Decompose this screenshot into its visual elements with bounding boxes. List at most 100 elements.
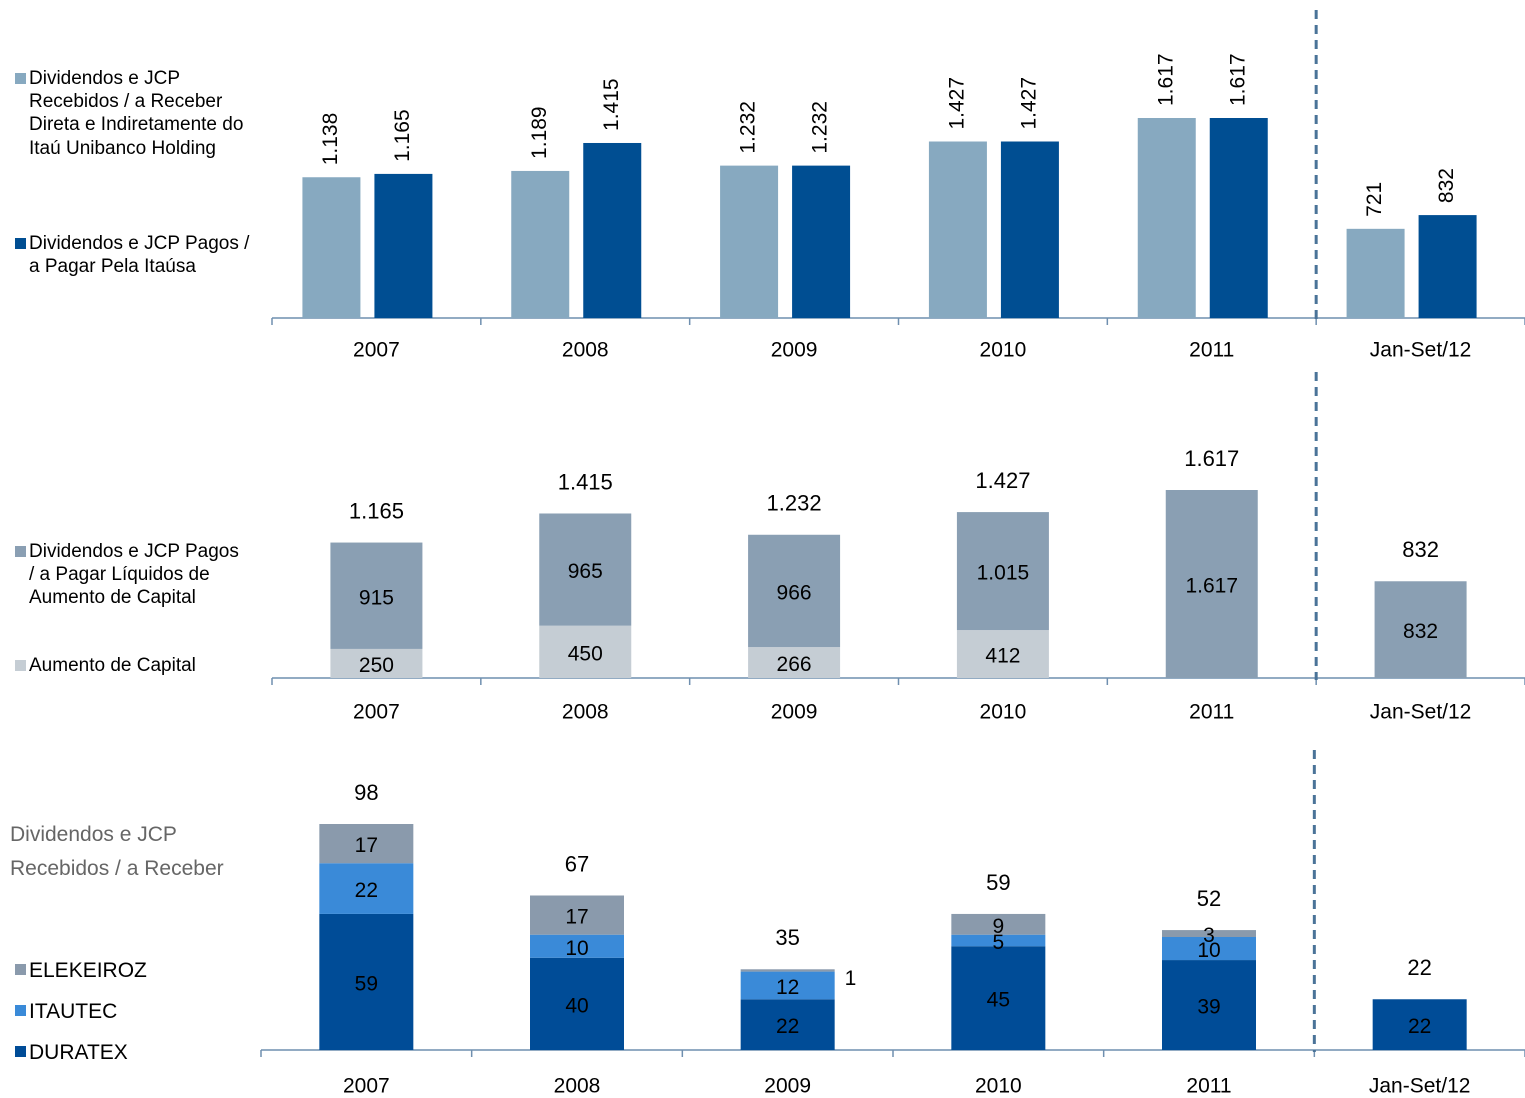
bar-segment xyxy=(740,971,835,1000)
legend-item: ELEKEIROZ xyxy=(15,958,245,984)
bar xyxy=(302,177,361,318)
bar xyxy=(583,142,642,318)
total-label: 832 xyxy=(1402,537,1439,562)
value-label: 915 xyxy=(359,586,394,609)
value-label: 1.415 xyxy=(600,78,623,131)
value-label: 10 xyxy=(565,937,588,960)
bar-segment xyxy=(319,863,414,914)
bar-segment xyxy=(740,999,835,1050)
bar xyxy=(1346,228,1405,318)
value-label: 832 xyxy=(1435,168,1458,203)
value-label: 59 xyxy=(355,973,378,996)
bar-segment xyxy=(319,913,414,1050)
x-tick-label: 2010 xyxy=(980,339,1027,362)
x-tick-label: Jan-Set/12 xyxy=(1370,701,1472,724)
bar-segment xyxy=(1162,930,1256,937)
bar-segment xyxy=(956,512,1049,631)
value-label: 1.232 xyxy=(737,101,760,154)
total-label: 1.415 xyxy=(558,469,613,494)
legend-swatch xyxy=(15,1005,26,1016)
x-tick-label: 2007 xyxy=(353,701,400,724)
bar-segment xyxy=(1162,937,1256,961)
x-tick-label: 2011 xyxy=(1189,339,1234,362)
x-tick-label: 2009 xyxy=(771,339,818,362)
x-tick-label: 2011 xyxy=(1189,701,1234,724)
legend-item: Dividendos e JCP Recebidos / a Receber D… xyxy=(15,67,260,160)
bar-segment xyxy=(748,647,841,678)
value-label: 22 xyxy=(776,1015,799,1038)
legend-label: Dividendos e JCP Pagos / a Pagar Pela It… xyxy=(29,233,250,278)
legend-item: Dividendos e JCP Pagos / a Pagar Líquido… xyxy=(15,540,245,610)
total-label: 1.617 xyxy=(1184,446,1239,471)
total-label: 52 xyxy=(1197,886,1221,911)
bar-segment xyxy=(1162,960,1256,1050)
value-label: 1.617 xyxy=(1154,53,1177,106)
legend-title: Dividendos e JCP Recebidos / a Receber xyxy=(10,823,224,880)
bar-segment xyxy=(1165,490,1258,678)
x-tick-label: 2011 xyxy=(1186,1075,1231,1098)
bar-segment xyxy=(951,913,1046,935)
legend-swatch xyxy=(15,1046,26,1057)
bar-segment xyxy=(330,542,423,649)
total-label: 98 xyxy=(354,780,378,805)
bar-segment xyxy=(539,625,632,678)
legend-swatch xyxy=(15,238,26,249)
bar xyxy=(1000,141,1059,318)
x-tick-label: 2009 xyxy=(771,701,818,724)
bar xyxy=(1418,215,1477,318)
x-tick-label: Jan-Set/12 xyxy=(1369,1075,1471,1098)
value-label: 1.165 xyxy=(391,109,414,162)
value-label: 1.427 xyxy=(1017,77,1040,130)
legend-swatch xyxy=(15,73,26,84)
x-tick-label: 2008 xyxy=(562,701,609,724)
x-tick-label: 2007 xyxy=(343,1075,390,1098)
value-label: 17 xyxy=(355,834,378,857)
x-tick-label: 2010 xyxy=(980,701,1027,724)
value-label: 721 xyxy=(1363,182,1386,217)
value-label: 1.617 xyxy=(1226,53,1249,106)
bar-segment xyxy=(530,895,624,935)
legend-label: Aumento de Capital xyxy=(29,655,196,676)
value-label: 5 xyxy=(992,931,1004,954)
bar-segment xyxy=(1372,999,1467,1050)
x-tick-label: Jan-Set/12 xyxy=(1370,339,1472,362)
value-label: 412 xyxy=(985,645,1020,668)
x-tick-label: 2007 xyxy=(353,339,400,362)
value-label: 12 xyxy=(776,976,799,999)
bar-segment xyxy=(539,513,632,626)
bar-segment xyxy=(748,534,841,648)
bar-segment xyxy=(740,969,835,972)
total-label: 67 xyxy=(565,851,589,876)
legend-label: ITAUTEC xyxy=(29,1000,118,1023)
total-label: 1.165 xyxy=(349,498,404,523)
bar-segment xyxy=(956,630,1049,678)
bar-segment xyxy=(530,957,624,1050)
bar-segment xyxy=(330,648,423,678)
bar-segment xyxy=(1374,581,1467,678)
bar xyxy=(1209,118,1268,318)
x-tick-label: 2010 xyxy=(975,1075,1022,1098)
bar-segment xyxy=(319,824,414,864)
legend-label: ELEKEIROZ xyxy=(29,959,147,982)
total-label: 22 xyxy=(1407,955,1431,980)
legend-item: ITAUTEC xyxy=(15,999,245,1025)
total-label: 59 xyxy=(986,870,1010,895)
value-label: 832 xyxy=(1403,620,1438,643)
legend-label: Dividendos e JCP Pagos / a Pagar Líquido… xyxy=(29,541,239,609)
bar xyxy=(792,165,851,318)
bar-segment xyxy=(951,946,1046,1050)
total-label: 1.427 xyxy=(975,468,1030,493)
value-label: 1.232 xyxy=(809,101,832,154)
value-label: 10 xyxy=(1197,939,1220,962)
value-label: 1.427 xyxy=(945,77,968,130)
x-tick-label: 2009 xyxy=(764,1075,811,1098)
x-tick-label: 2008 xyxy=(554,1075,601,1098)
bar xyxy=(720,165,779,318)
bar xyxy=(511,170,570,318)
legend-swatch xyxy=(15,964,26,975)
value-label: 3 xyxy=(1203,924,1215,947)
value-label: 966 xyxy=(777,581,812,604)
bar xyxy=(928,141,987,318)
value-label: 1.617 xyxy=(1185,575,1238,598)
